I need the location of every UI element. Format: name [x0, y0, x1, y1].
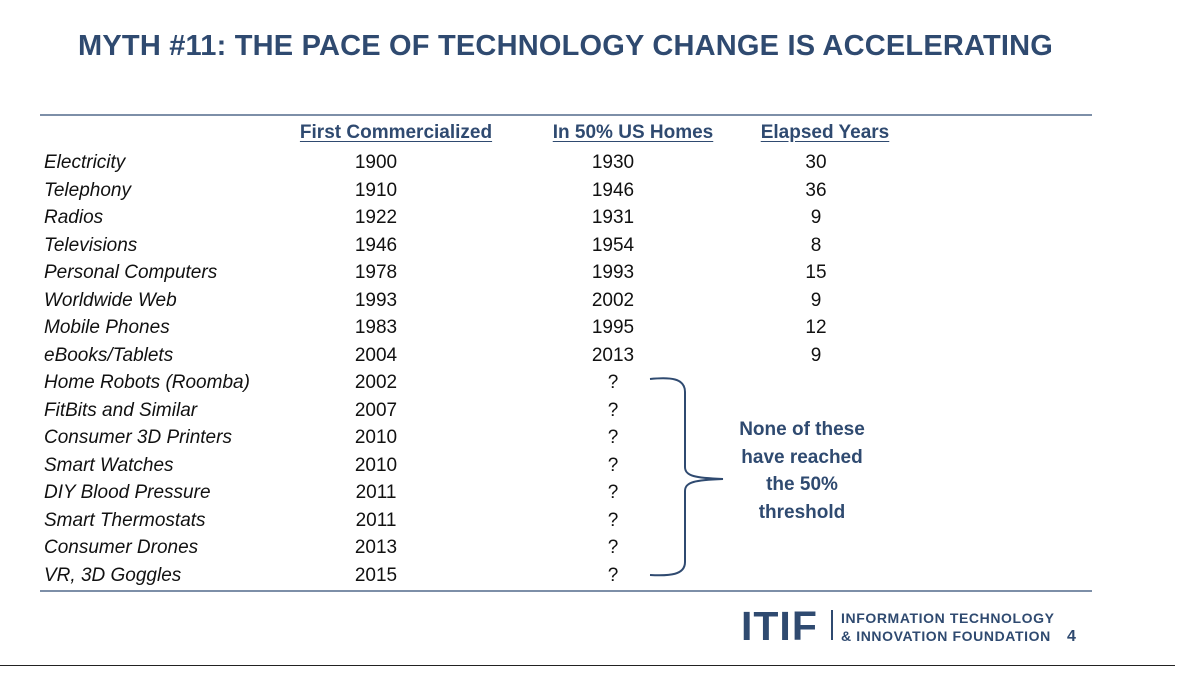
table-row: Worldwide Web 1993 2002 9 [0, 287, 1100, 315]
first-commercialized-year: 1946 [354, 234, 398, 256]
half-homes-year: 2002 [591, 289, 635, 311]
note-line: have reached [741, 446, 863, 468]
technology-name: Smart Thermostats [44, 509, 206, 531]
logo-text-line-2: & INNOVATION FOUNDATION [841, 628, 1051, 644]
note-line: threshold [758, 501, 846, 523]
table-row: Telephony 1910 1946 36 [0, 177, 1100, 205]
technology-name: Consumer Drones [44, 537, 199, 558]
first-commercialized-year: 1910 [354, 179, 398, 201]
bottom-divider [40, 590, 1092, 592]
table-row: eBooks/Tablets 2004 2013 9 [0, 342, 1100, 370]
technology-name: Telephony [44, 179, 131, 201]
half-homes-year: ? [607, 399, 619, 421]
half-homes-year: ? [607, 509, 619, 531]
table-row: Consumer 3D Printers 2010? [0, 424, 1100, 452]
first-commercialized-year: 2010 [354, 454, 398, 476]
half-homes-year: ? [607, 427, 619, 448]
first-commercialized-year: 2010 [354, 427, 398, 448]
elapsed-years: 36 [805, 179, 827, 201]
technology-name: eBooks/Tablets [44, 344, 174, 366]
table-row: Smart Thermostats 2011? [0, 507, 1100, 535]
half-homes-year: 1946 [591, 179, 635, 201]
elapsed-years: 12 [805, 317, 827, 338]
first-commercialized-year: 2015 [354, 564, 398, 586]
technology-name: Smart Watches [44, 454, 174, 476]
top-divider [40, 114, 1092, 116]
slide-title: MYTH #11: THE PACE OF TECHNOLOGY CHANGE … [78, 30, 1054, 62]
table-row: Mobile Phones 1983 1995 12 [0, 314, 1100, 342]
elapsed-years: 15 [805, 262, 827, 283]
first-commercialized-year: 2013 [354, 537, 398, 558]
logo-mark: ITIF [741, 603, 818, 649]
first-commercialized-year: 1983 [354, 317, 398, 338]
first-commercialized-year: 2004 [354, 344, 398, 366]
table-row: DIY Blood Pressure 2011? [0, 479, 1100, 507]
table-row: VR, 3D Goggles 2015? [0, 562, 1100, 590]
table-row: Personal Computers 1978 1993 15 [0, 259, 1100, 287]
header-elapsed-years: Elapsed Years [760, 122, 890, 143]
half-homes-year: 1931 [591, 207, 635, 228]
first-commercialized-year: 2011 [355, 509, 397, 531]
technology-name: FitBits and Similar [44, 399, 198, 421]
elapsed-years: 9 [810, 289, 822, 311]
half-homes-year: 1995 [591, 317, 635, 338]
half-homes-year: 1930 [591, 152, 635, 173]
technology-name: Radios [44, 207, 104, 228]
half-homes-year: ? [607, 482, 619, 503]
logo-text-line-1: INFORMATION TECHNOLOGY [841, 610, 1055, 626]
page-bottom-line [0, 665, 1175, 666]
half-homes-year: ? [607, 454, 619, 476]
elapsed-years: 8 [810, 234, 822, 256]
half-homes-year: ? [607, 564, 619, 586]
table-row: Consumer Drones 2013? [0, 534, 1100, 562]
note-line: None of these [739, 419, 865, 440]
first-commercialized-year: 2002 [354, 372, 398, 393]
first-commercialized-year: 2007 [354, 399, 398, 421]
elapsed-years: 30 [805, 152, 827, 173]
first-commercialized-year: 1900 [354, 152, 398, 173]
table-row: Radios 1922 1931 9 [0, 204, 1100, 232]
first-commercialized-year: 1993 [354, 289, 398, 311]
technology-name: Worldwide Web [44, 289, 177, 311]
page-number: 4 [1067, 628, 1076, 645]
technology-name: Consumer 3D Printers [44, 427, 232, 448]
table-row: Televisions 1946 1954 8 [0, 232, 1100, 260]
half-homes-year: 1954 [591, 234, 635, 256]
header-50-percent-homes: In 50% US Homes [552, 122, 714, 143]
elapsed-years: 9 [810, 207, 822, 228]
table-row: FitBits and Similar 2007? [0, 397, 1100, 425]
technology-name: Televisions [44, 234, 138, 256]
technology-name: Mobile Phones [44, 317, 170, 338]
note-line: the 50% [766, 474, 838, 495]
table-row: Electricity 1900 1930 30 [0, 149, 1100, 177]
technology-name: Electricity [44, 152, 126, 173]
table-row: Smart Watches 2010? [0, 452, 1100, 480]
half-homes-year: 1993 [591, 262, 635, 283]
technology-name: Personal Computers [44, 262, 218, 283]
half-homes-year: 2013 [591, 344, 635, 366]
technology-name: Home Robots (Roomba) [44, 372, 250, 393]
first-commercialized-year: 1922 [354, 207, 398, 228]
technology-name: VR, 3D Goggles [44, 564, 182, 586]
half-homes-year: ? [607, 372, 619, 393]
technology-name: DIY Blood Pressure [44, 482, 211, 503]
first-commercialized-year: 2011 [355, 482, 397, 503]
right-brace-icon [649, 377, 724, 577]
table-row: Home Robots (Roomba) 2002? [0, 369, 1100, 397]
half-homes-year: ? [607, 537, 619, 558]
header-first-commercialized: First Commercialized [299, 122, 493, 143]
first-commercialized-year: 1978 [354, 262, 398, 283]
logo-divider [831, 610, 833, 640]
threshold-note: None of these have reached the 50% thres… [722, 416, 882, 526]
elapsed-years: 9 [810, 344, 822, 366]
